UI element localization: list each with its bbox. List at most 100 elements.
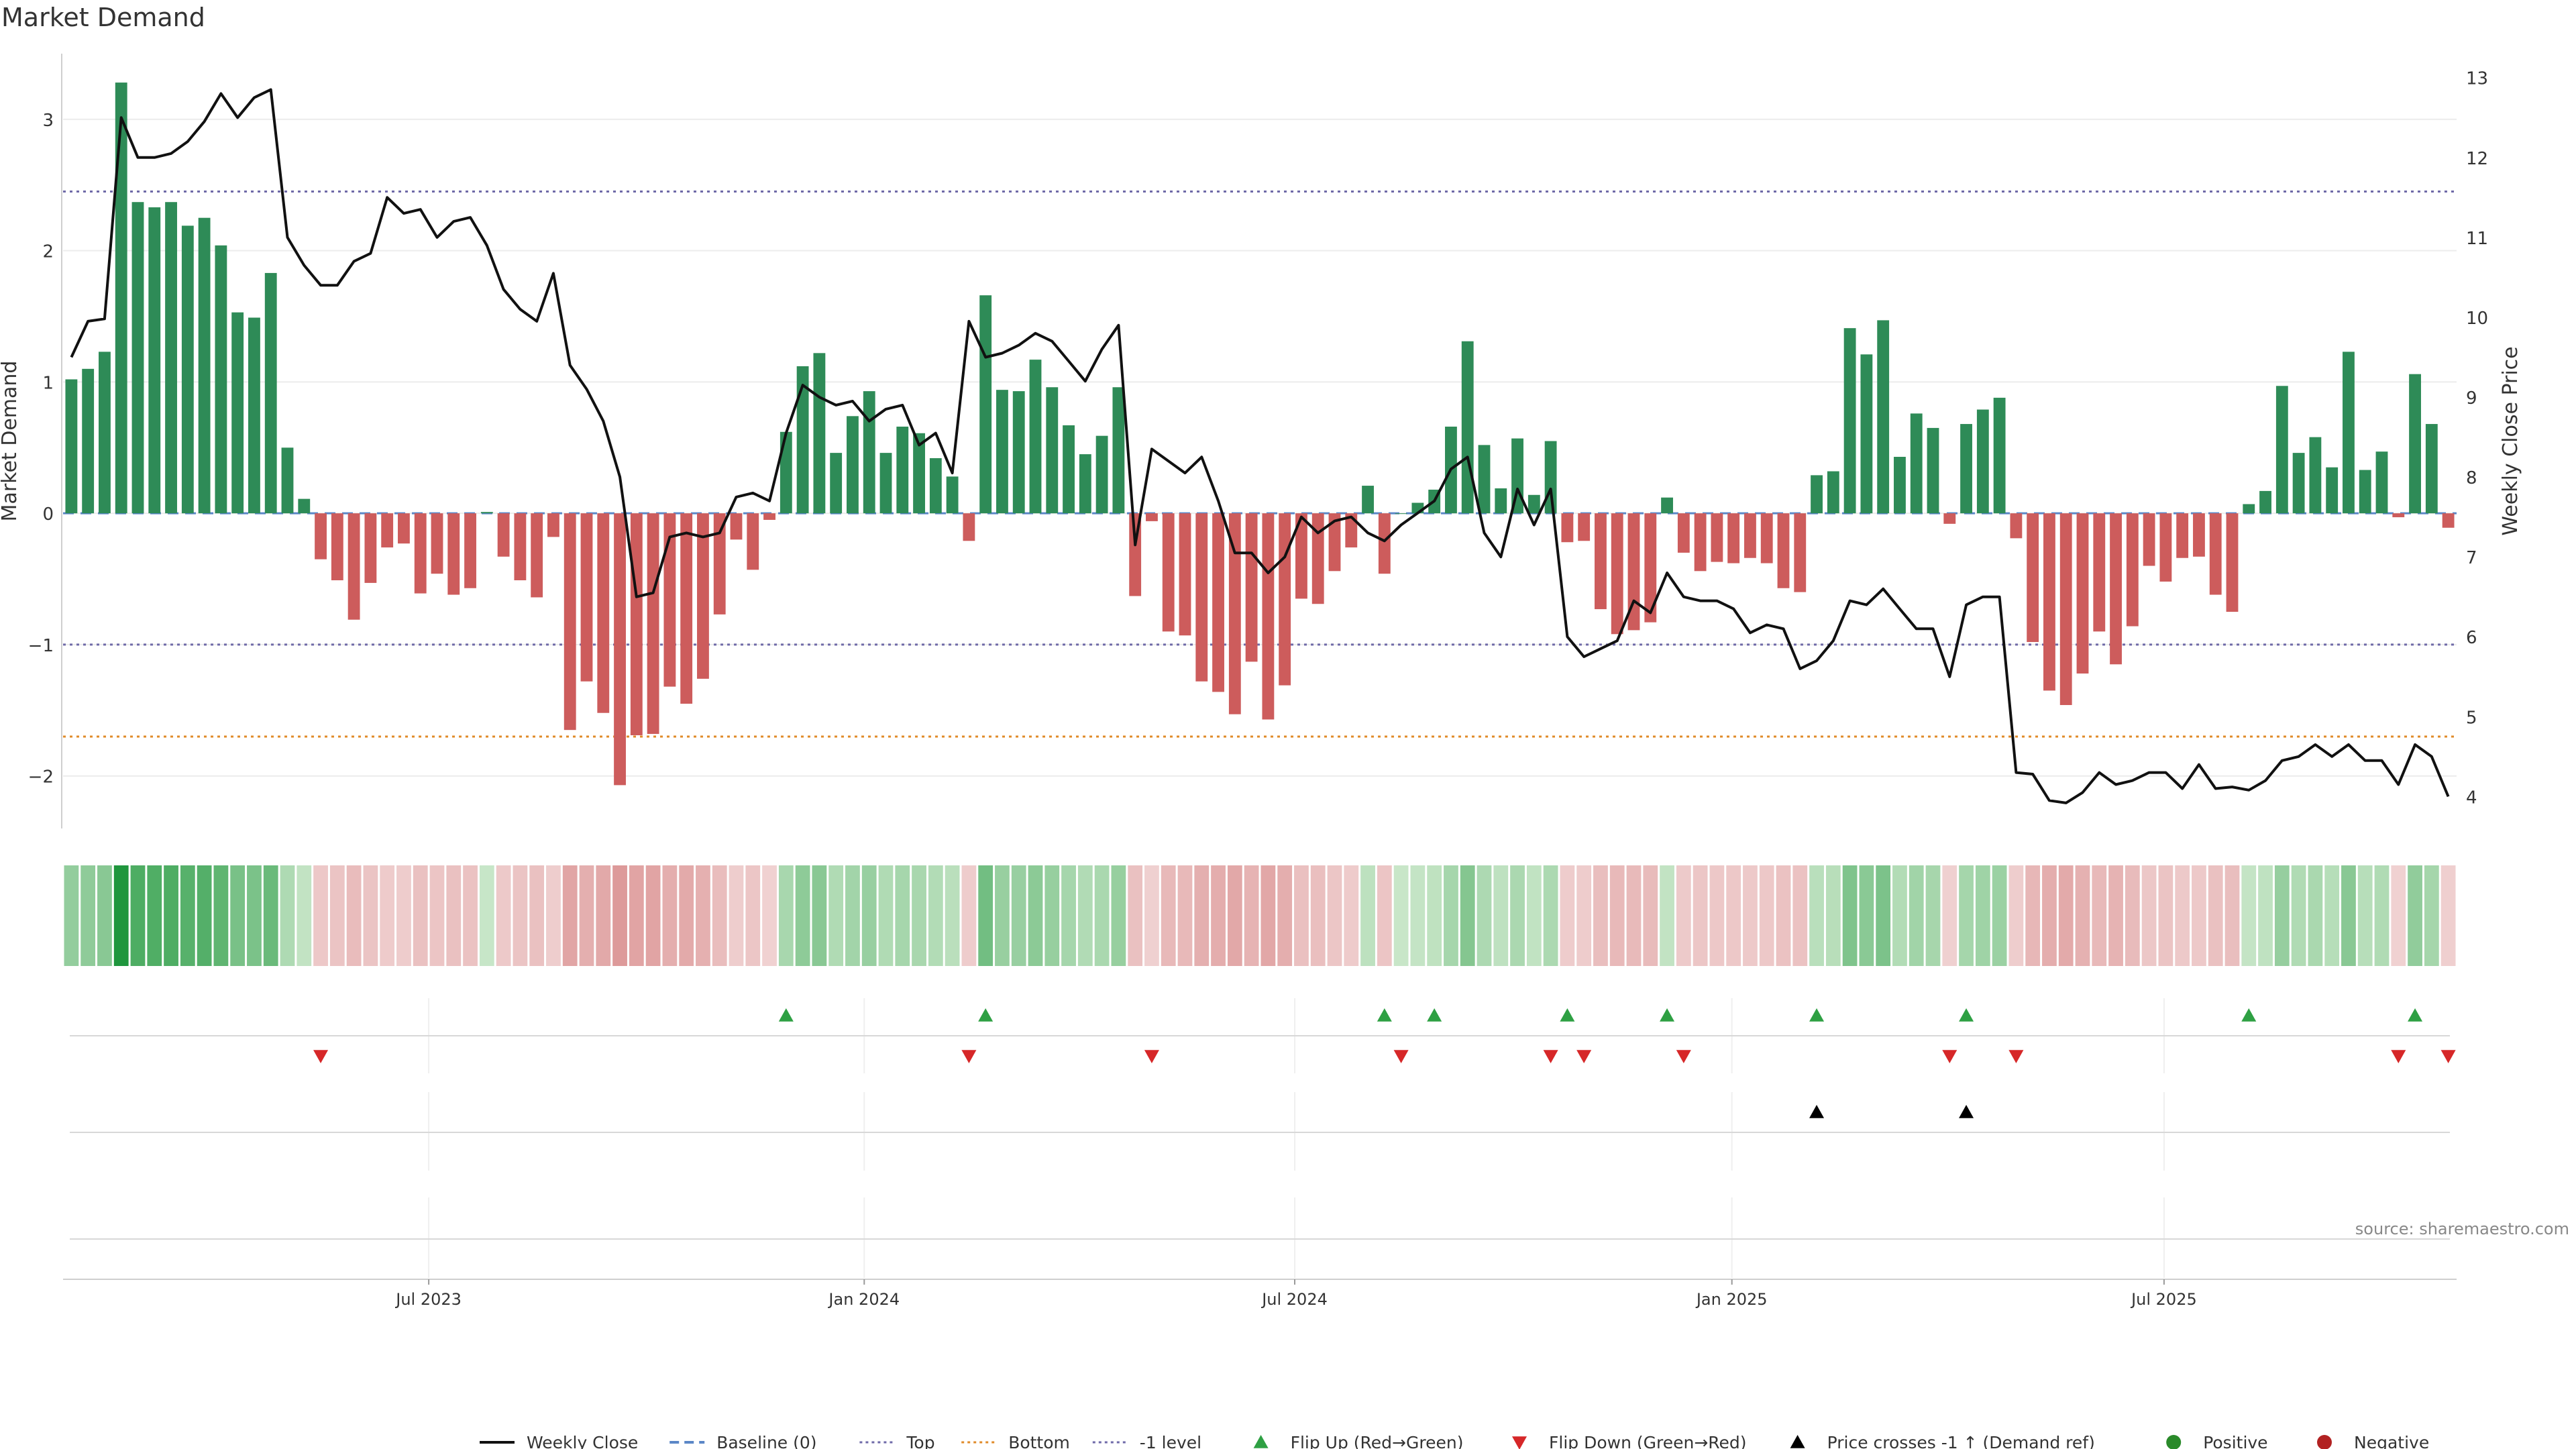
- demand-bar: [580, 513, 593, 682]
- heat-cell: [1477, 865, 1492, 966]
- heat-cell: [729, 865, 744, 966]
- heat-cell: [2391, 865, 2406, 966]
- heat-cell: [978, 865, 994, 966]
- y2-tick-label: 4: [2466, 788, 2477, 808]
- heat-cell: [1444, 865, 1458, 966]
- demand-bar: [713, 513, 726, 614]
- heat-cell: [496, 865, 511, 966]
- demand-bar: [1478, 445, 1491, 514]
- legend-label: Price crosses -1 ↑ (Demand ref): [1827, 1433, 2095, 1449]
- demand-bar: [2110, 513, 2122, 665]
- demand-bar: [248, 317, 260, 514]
- demand-bar: [2359, 470, 2371, 514]
- price-cross-markers: [70, 1105, 2450, 1133]
- demand-bar: [630, 513, 643, 736]
- heat-cell: [1377, 865, 1392, 966]
- y2-tick-label: 6: [2466, 628, 2477, 648]
- price-cross-marker: [1809, 1105, 1825, 1118]
- demand-bar: [863, 391, 875, 514]
- heat-cell: [1294, 865, 1309, 966]
- demand-bar: [1212, 513, 1224, 692]
- heat-cell: [762, 865, 777, 966]
- y2-tick-label: 9: [2466, 388, 2477, 409]
- heat-cell: [2158, 865, 2174, 966]
- demand-bar: [115, 83, 127, 514]
- demand-bar: [2159, 513, 2172, 582]
- flip-up-marker: [1560, 1008, 1575, 1022]
- demand-bar: [1760, 513, 1773, 564]
- demand-bar: [1727, 513, 1740, 564]
- demand-bar: [181, 225, 194, 514]
- flip-up-marker: [1377, 1008, 1392, 1022]
- flip-down-marker: [1942, 1050, 1957, 1063]
- heat-cell: [1660, 865, 1674, 966]
- heat-cell: [2258, 865, 2273, 966]
- heat-cell: [1543, 865, 1558, 966]
- demand-bar: [1777, 513, 1790, 588]
- x-tick-label: Jul 2025: [2130, 1290, 2197, 1309]
- heat-cell: [878, 865, 894, 966]
- heat-cell: [164, 865, 178, 966]
- heat-cell: [612, 865, 627, 966]
- demand-bar: [1910, 413, 1923, 514]
- y-tick-label: 2: [42, 242, 54, 262]
- legend-swatch: [2317, 1435, 2332, 1449]
- heat-cell: [247, 865, 262, 966]
- demand-bar: [2292, 453, 2305, 514]
- demand-bar: [1295, 513, 1307, 599]
- legend-label: Flip Up (Red→Green): [1291, 1433, 1464, 1449]
- heat-cell: [1925, 865, 1941, 966]
- heat-cell: [1177, 865, 1193, 966]
- heat-cell: [662, 865, 678, 966]
- heat-cell: [1992, 865, 2007, 966]
- demand-bar: [1611, 513, 1623, 635]
- heat-cell: [1510, 865, 1525, 966]
- demand-bar: [2409, 374, 2421, 514]
- heat-cell: [1227, 865, 1242, 966]
- demand-bar: [99, 352, 111, 514]
- demand-bar: [1811, 475, 1823, 514]
- demand-bar: [1976, 409, 1989, 514]
- demand-bar: [1860, 354, 1873, 514]
- heat-cell: [1975, 865, 1990, 966]
- legend-item: Weekly Close: [480, 1433, 638, 1449]
- demand-bar: [165, 202, 177, 514]
- heat-cell: [1410, 865, 1426, 966]
- heat-cell: [1643, 865, 1658, 966]
- heat-cell: [1560, 865, 1575, 966]
- chart-title: Market Demand: [1, 3, 205, 32]
- heat-cell: [2108, 865, 2123, 966]
- heat-cell: [1077, 865, 1093, 966]
- heat-cell: [263, 865, 278, 966]
- demand-bar: [514, 513, 527, 581]
- heat-cell: [1061, 865, 1076, 966]
- demand-bar: [597, 513, 610, 713]
- heat-cell: [2241, 865, 2257, 966]
- heat-cell: [529, 865, 545, 966]
- demand-bar: [1744, 513, 1756, 558]
- demand-bar: [1595, 513, 1607, 610]
- demand-bar: [1993, 397, 2006, 514]
- heat-cell: [380, 865, 395, 966]
- demand-bar: [398, 513, 410, 544]
- demand-bar: [1029, 360, 1042, 514]
- flip-up-marker: [2408, 1008, 2423, 1022]
- demand-bar: [1063, 425, 1075, 514]
- heat-cell: [845, 865, 860, 966]
- demand-bar: [1279, 513, 1291, 686]
- demand-bar: [547, 513, 559, 537]
- flip-down-marker: [2008, 1050, 2024, 1063]
- heat-cell: [2125, 865, 2140, 966]
- flip-up-marker: [1427, 1008, 1442, 1022]
- flip-up-marker: [778, 1008, 794, 1022]
- flip-down-marker: [2391, 1050, 2406, 1063]
- heat-cell: [745, 865, 761, 966]
- heat-cell: [1393, 865, 1409, 966]
- demand-bar: [1228, 513, 1241, 714]
- demand-bar: [697, 513, 709, 679]
- heat-cell: [113, 865, 129, 966]
- demand-bar: [1378, 513, 1391, 574]
- demand-bar: [1195, 513, 1208, 682]
- y-tick-label: −1: [28, 636, 54, 656]
